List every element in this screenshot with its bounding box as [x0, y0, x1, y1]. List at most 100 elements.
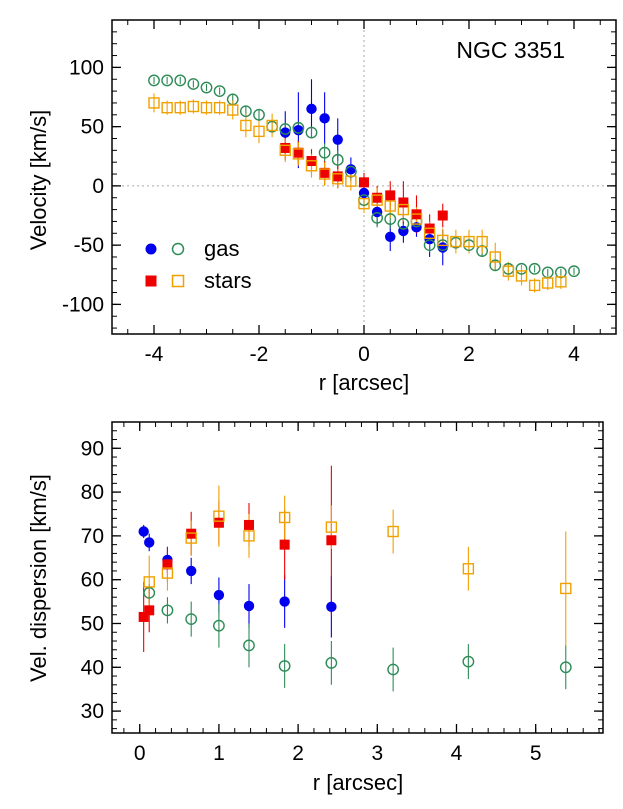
x-tick-label: 3	[371, 742, 383, 765]
x-tick-label: 1	[213, 742, 225, 765]
y-tick-label: 100	[69, 56, 104, 79]
gas-open-circle-point	[528, 262, 541, 275]
gas-open-circle-point	[568, 265, 580, 278]
stars-open-square-point	[560, 582, 572, 595]
stars-filled-square-point	[293, 147, 304, 158]
dispersion-axis-ticks: 0 1 2 3 4 5 30 40 50 60 70 80 90	[81, 421, 603, 765]
legend-gas-filled-marker	[145, 243, 157, 255]
stars-filled-square-point	[359, 177, 369, 188]
gas-filled-circle-point	[306, 103, 317, 115]
dispersion-plot-frame	[111, 421, 604, 734]
gas-open-circle-point	[554, 266, 567, 279]
stars-open-square-point	[243, 530, 255, 542]
y-tick-label: 50	[81, 612, 104, 635]
velocity-axis-ticks: -4 -2 0 2 4 -100 -50 0 50 100	[62, 19, 616, 366]
stars-open-square-point	[555, 276, 567, 288]
stars-filled-square-point	[326, 535, 337, 546]
y-tick-label: 80	[81, 481, 104, 504]
velocity-y-axis-label: Velocity [km/s]	[26, 110, 51, 251]
y-tick-label: 40	[81, 656, 104, 679]
gas-open-circle-point	[253, 108, 265, 121]
y-tick-label: 90	[81, 437, 104, 460]
velocity-x-axis-label: r [arcsec]	[319, 370, 409, 395]
stars-open-square-point	[462, 563, 475, 575]
stars-open-square-point	[279, 144, 291, 157]
stars-filled-square-point	[244, 519, 255, 530]
gas-open-circle-point	[318, 146, 331, 159]
dispersion-panel: 0 1 2 3 4 5 30 40 50 60 70 80 90 r [arcsec] Vel. dis…	[26, 421, 604, 795]
stars-open-square-point	[489, 251, 501, 263]
gas-open-circle-point	[200, 81, 213, 94]
gas-filled-circle-point	[138, 526, 149, 537]
gas-open-circle-point	[559, 661, 572, 674]
stars-open-square-point	[174, 101, 186, 114]
stars-open-square-point	[423, 227, 436, 239]
legend: gas stars	[145, 236, 252, 293]
stars-open-square-point	[200, 101, 213, 114]
dispersion-x-axis-label: r [arcsec]	[313, 770, 403, 795]
gas-open-circle-point	[387, 663, 400, 676]
gas-open-circle-point	[243, 639, 255, 652]
stars-open-square-point	[187, 100, 200, 113]
gas-open-circle-point	[148, 74, 160, 87]
stars-filled-square-point	[372, 192, 383, 203]
gas-open-circle-point	[476, 245, 489, 257]
stars-open-square-point	[476, 235, 488, 248]
x-tick-label: 2	[463, 343, 475, 366]
gas-filled-circle-point	[385, 231, 396, 243]
gas-open-circle-point	[213, 619, 225, 632]
stars-open-square-point	[213, 510, 225, 522]
x-tick-label: 4	[568, 343, 580, 366]
legend-stars-filled-marker	[145, 275, 157, 287]
x-tick-label: 5	[530, 742, 542, 765]
gas-open-circle-point	[397, 217, 410, 230]
stars-open-square-point	[253, 125, 265, 138]
stars-open-square-point	[161, 101, 173, 114]
gas-open-circle-point	[344, 165, 357, 178]
gas-open-circle-point	[239, 105, 252, 118]
gas-open-circle-point	[213, 85, 226, 97]
y-tick-label: 50	[81, 116, 104, 139]
y-tick-label: 70	[81, 525, 104, 548]
gas-filled-circle-point	[279, 596, 290, 607]
y-tick-label: -50	[74, 234, 104, 257]
stars-open-square-point	[528, 279, 541, 292]
gas-filled-circle-point	[243, 600, 255, 612]
gas-open-circle-point	[174, 74, 187, 87]
stars-open-square-point	[515, 270, 528, 282]
stars-open-square-point	[387, 525, 399, 538]
gas-open-circle-point	[161, 74, 174, 87]
stars-open-square-point	[292, 148, 305, 160]
gas-open-circle-point	[325, 657, 338, 669]
gas-open-circle-point	[305, 126, 318, 139]
gas-filled-circle-point	[293, 124, 304, 136]
stars-filled-square-point	[138, 611, 149, 622]
stars-filled-square-point	[319, 167, 330, 178]
stars-filled-square-point	[279, 539, 290, 550]
stars-filled-square-point	[332, 171, 343, 182]
gas-open-circle-point	[515, 262, 528, 275]
gas-filled-circle-point	[144, 537, 155, 548]
stars-filled-square-point	[144, 605, 155, 616]
stars-open-square-point	[384, 200, 396, 212]
gas-filled-circle-point	[371, 206, 383, 218]
stars-filled-square-point	[437, 210, 448, 221]
x-tick-label: 2	[292, 742, 304, 765]
gas-open-circle-point	[279, 123, 292, 135]
stars-open-square-point	[332, 173, 344, 185]
gas-open-circle-point	[185, 613, 198, 626]
stars-filled-square-point	[398, 197, 409, 208]
gas-open-circle-point	[187, 78, 200, 90]
y-tick-label: -100	[62, 293, 104, 316]
stars-open-square-point	[266, 119, 278, 132]
chart-title: NGC 3351	[456, 37, 565, 63]
stars-open-square-point	[305, 160, 318, 172]
stars-filled-square-point	[162, 559, 173, 570]
stars-open-square-point	[148, 97, 160, 109]
gas-filled-circle-point	[213, 589, 225, 601]
gas-open-circle-point	[331, 153, 344, 166]
stars-open-square-point	[358, 197, 370, 210]
stars-open-square-point	[437, 234, 449, 247]
stars-open-square-point	[371, 194, 383, 206]
stars-open-square-point	[397, 203, 410, 216]
